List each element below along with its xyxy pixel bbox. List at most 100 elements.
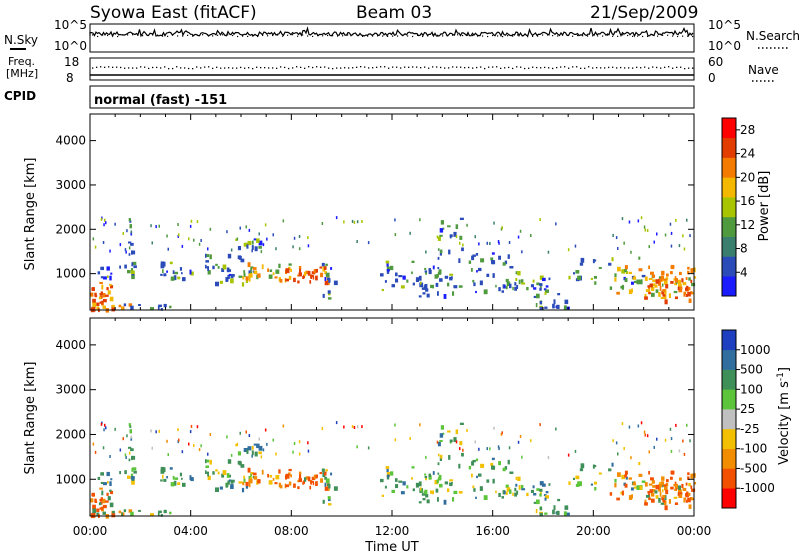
echo-cell bbox=[243, 475, 246, 479]
nave-tick-bottom: 0 bbox=[708, 71, 716, 85]
echo-cell bbox=[518, 279, 521, 285]
echo-cell bbox=[628, 425, 631, 429]
echo-cell bbox=[109, 502, 114, 508]
echo-cell bbox=[501, 226, 503, 230]
echo-cell bbox=[102, 504, 107, 509]
echo-cell bbox=[251, 454, 253, 458]
echo-cell bbox=[315, 481, 318, 486]
echo-cell bbox=[478, 242, 480, 246]
echo-cell bbox=[649, 489, 653, 494]
nave-point bbox=[436, 66, 438, 68]
echo-cell bbox=[539, 306, 543, 311]
echo-cell bbox=[250, 271, 252, 275]
colorbar-tick-label: 4 bbox=[740, 265, 748, 279]
y-tick-label: 4000 bbox=[55, 338, 86, 352]
echo-cell bbox=[285, 268, 290, 274]
echo-cell bbox=[621, 422, 624, 426]
echo-cell bbox=[442, 432, 445, 435]
echo-cell bbox=[674, 488, 677, 491]
nave-point bbox=[692, 67, 694, 69]
echo-cell bbox=[509, 471, 514, 474]
nave-point bbox=[584, 67, 586, 69]
echo-cell bbox=[478, 447, 480, 451]
echo-cell bbox=[109, 455, 111, 458]
echo-cell bbox=[394, 218, 396, 222]
nave-point bbox=[556, 66, 558, 69]
echo-cell bbox=[544, 306, 548, 309]
echo-cell bbox=[647, 285, 650, 288]
echo-cell bbox=[452, 497, 455, 502]
echo-cell bbox=[309, 485, 312, 490]
noise-search-point bbox=[652, 34, 654, 36]
echo-cell bbox=[131, 455, 133, 461]
echo-cell bbox=[439, 483, 443, 488]
echo-cell bbox=[662, 494, 666, 498]
echo-cell bbox=[611, 462, 614, 467]
echo-cell bbox=[106, 492, 109, 496]
echo-cell bbox=[258, 451, 262, 455]
echo-cell bbox=[515, 271, 518, 275]
echo-cell bbox=[104, 218, 106, 222]
nave-point bbox=[256, 66, 258, 68]
echo-cell bbox=[367, 241, 370, 245]
noise-search-point bbox=[107, 34, 109, 37]
echo-cell bbox=[509, 283, 512, 289]
echo-cell bbox=[661, 485, 664, 488]
echo-cell bbox=[160, 308, 163, 311]
noise-search-point bbox=[207, 34, 209, 36]
echo-cell bbox=[650, 271, 654, 275]
echo-cell bbox=[579, 468, 584, 472]
echo-cell bbox=[650, 477, 654, 481]
echo-cell bbox=[472, 279, 475, 283]
echo-cell bbox=[100, 276, 104, 279]
echo-cell bbox=[215, 469, 218, 472]
echo-cell bbox=[539, 481, 544, 486]
nave-point bbox=[508, 66, 510, 69]
echo-cell bbox=[436, 440, 439, 444]
echo-cell bbox=[109, 489, 112, 492]
echo-cell bbox=[205, 253, 207, 258]
noise-search-point bbox=[227, 34, 229, 36]
echo-cell bbox=[109, 249, 111, 253]
noise-search-point bbox=[477, 35, 479, 37]
echo-cell bbox=[217, 471, 220, 475]
noise-search-point bbox=[112, 35, 114, 37]
echo-cell bbox=[246, 244, 249, 249]
noise-search-point bbox=[542, 34, 544, 36]
echo-cell bbox=[189, 475, 192, 481]
noise-search-point bbox=[392, 35, 394, 37]
nave-point bbox=[528, 67, 530, 69]
nave-point bbox=[576, 66, 578, 68]
nave-point bbox=[280, 66, 282, 68]
noise-search-point bbox=[562, 34, 564, 36]
echo-cell bbox=[190, 271, 194, 276]
echo-cell bbox=[493, 426, 495, 430]
echo-cell bbox=[688, 277, 691, 281]
echo-cell bbox=[163, 273, 167, 277]
echo-cell bbox=[594, 487, 597, 491]
echo-cell bbox=[644, 499, 647, 504]
nave-point bbox=[188, 67, 190, 70]
echo-cell bbox=[305, 270, 310, 275]
noise-search-point bbox=[102, 34, 104, 36]
echo-cell bbox=[573, 272, 575, 275]
echo-cell bbox=[181, 272, 183, 275]
x-tick-label: 12:00 bbox=[375, 524, 410, 538]
echo-cell bbox=[254, 246, 258, 252]
echo-cell bbox=[325, 272, 330, 278]
nave-point bbox=[260, 66, 262, 69]
echo-cell bbox=[653, 445, 655, 449]
echo-cell bbox=[132, 467, 137, 471]
echo-cell bbox=[118, 510, 122, 514]
nave-point bbox=[668, 66, 670, 68]
nave-point bbox=[560, 66, 562, 68]
echo-cell bbox=[687, 472, 690, 476]
nave-point bbox=[328, 67, 330, 69]
echo-cell bbox=[674, 276, 677, 280]
nave-point bbox=[400, 67, 402, 69]
echo-cell bbox=[648, 497, 651, 501]
echo-cell bbox=[312, 276, 315, 280]
echo-cell bbox=[535, 303, 538, 308]
nave-point bbox=[380, 66, 382, 68]
